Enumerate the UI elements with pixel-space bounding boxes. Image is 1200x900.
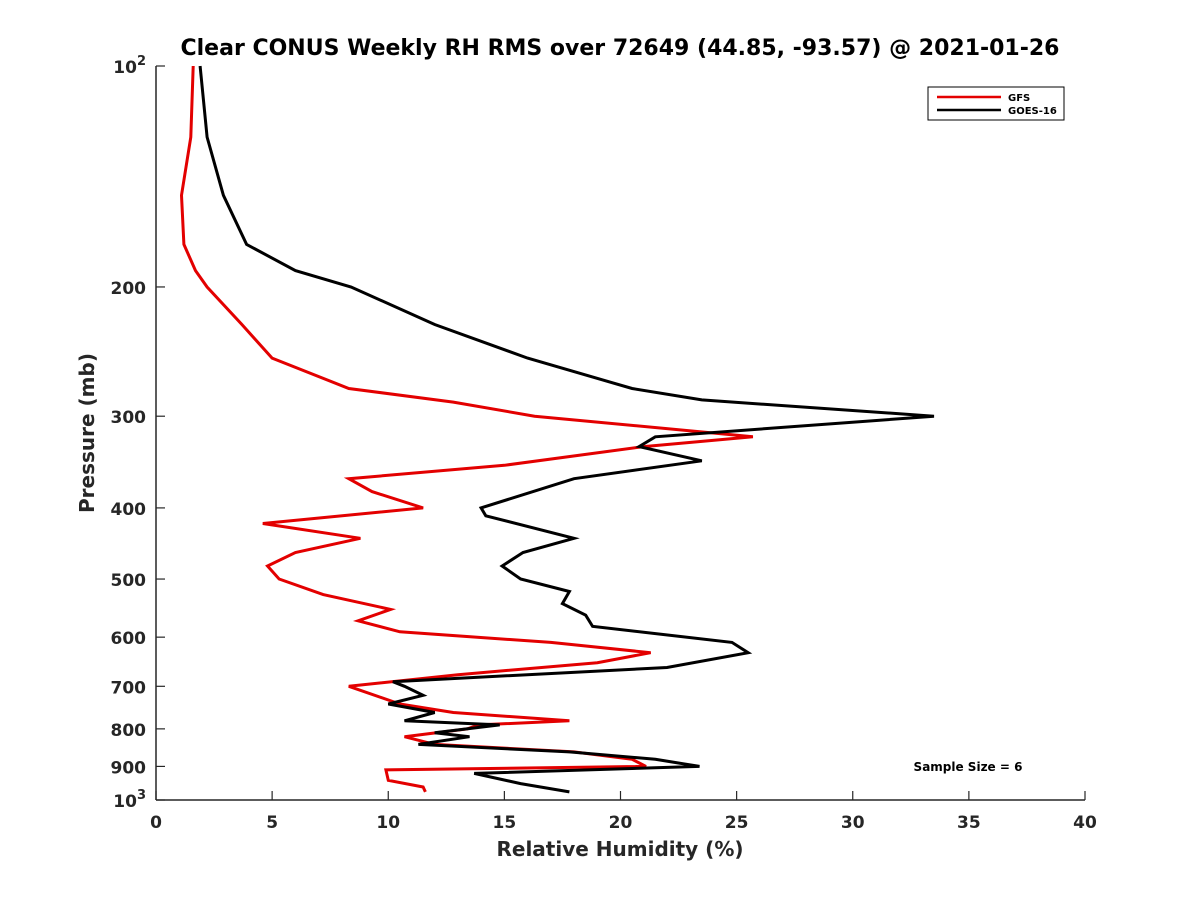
y-axis-label: Pressure (mb) xyxy=(75,353,99,513)
x-tick-label: 30 xyxy=(841,813,865,833)
legend: GFS GOES-16 xyxy=(927,86,1065,121)
x-tick-label: 10 xyxy=(376,813,400,833)
y-tick-label: 600 xyxy=(111,629,147,649)
x-tick-label: 5 xyxy=(266,813,278,833)
y-tick-label: 400 xyxy=(111,500,147,520)
y-tick-label: 102 xyxy=(113,54,146,78)
y-tick-label: 300 xyxy=(111,408,147,428)
legend-box xyxy=(927,86,1065,121)
x-tick-label: 0 xyxy=(150,813,162,833)
y-tick-label: 800 xyxy=(111,721,147,741)
x-tick-label: 25 xyxy=(725,813,749,833)
legend-label-gfs: GFS xyxy=(1008,93,1030,104)
series-layer xyxy=(179,65,935,794)
chart-title: Clear CONUS Weekly RH RMS over 72649 (44… xyxy=(181,36,1060,61)
x-tick-label: 35 xyxy=(957,813,981,833)
y-tick-label: 700 xyxy=(111,678,147,698)
y-tick-label: 103 xyxy=(113,788,146,812)
series-line-goes16 xyxy=(198,65,935,794)
x-tick-label: 20 xyxy=(609,813,633,833)
x-tick-label: 40 xyxy=(1073,813,1097,833)
y-tick-label: 900 xyxy=(111,758,147,778)
x-axis-label: Relative Humidity (%) xyxy=(496,837,743,861)
x-tick-label: 15 xyxy=(493,813,517,833)
sample-size-annotation: Sample Size = 6 xyxy=(914,760,1023,774)
y-tick-label: 500 xyxy=(111,571,147,591)
y-tick-label: 200 xyxy=(111,279,147,299)
axes-layer: 0 5 10 15 20 25 30 35 40 102 200 300 400 500 600 700 800… xyxy=(111,54,1097,833)
legend-label-goes16: GOES-16 xyxy=(1008,106,1057,117)
series-line-gfs xyxy=(179,65,754,793)
